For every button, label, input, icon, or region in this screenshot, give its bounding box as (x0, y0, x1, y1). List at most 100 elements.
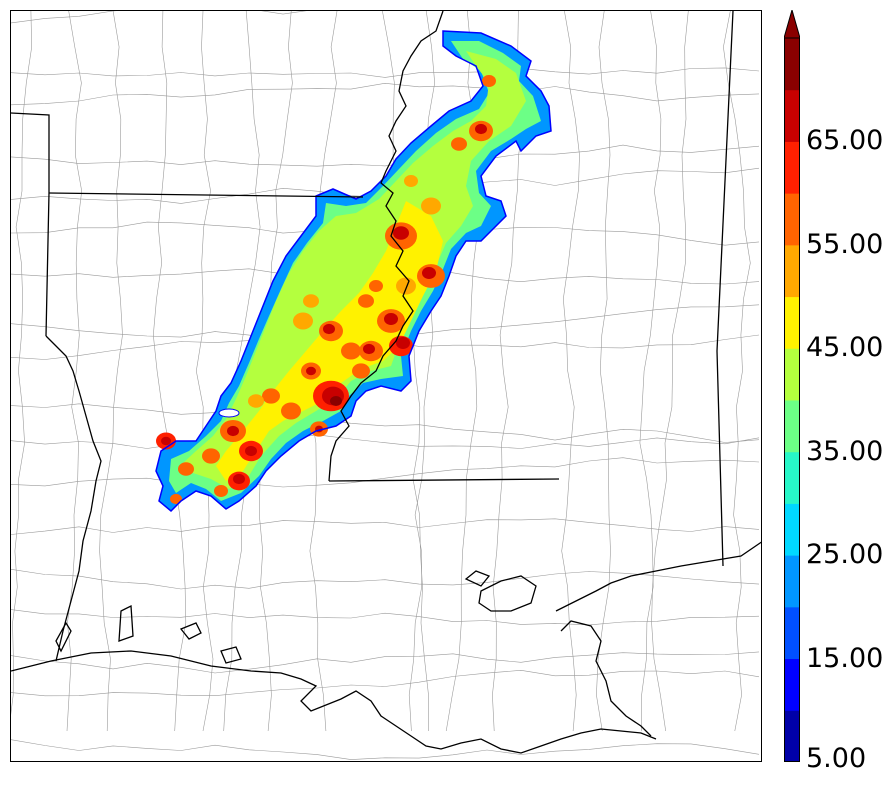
reflectivity-cell (303, 294, 319, 308)
county-line (152, 11, 187, 732)
colorbar-segment (784, 38, 800, 91)
county-line (195, 11, 214, 732)
county-line (561, 11, 580, 732)
reflectivity-core (233, 473, 245, 485)
colorbar-segment (784, 451, 800, 504)
reflectivity-cell (170, 493, 182, 505)
county-line (11, 144, 760, 167)
colorbar-outline (784, 37, 800, 762)
reflectivity-cell (421, 197, 441, 215)
reflectivity-core (161, 436, 171, 446)
reflectivity-cell (352, 363, 370, 379)
county-line (66, 11, 83, 732)
map-canvas (11, 11, 761, 760)
colorbar-segment (784, 193, 800, 246)
bay-2 (220, 646, 242, 664)
reflectivity-core (306, 366, 316, 376)
county-line (651, 11, 689, 732)
reflectivity-core (323, 323, 335, 335)
gulf-coastline (11, 650, 657, 754)
county-line (723, 11, 751, 732)
reflectivity-core (227, 425, 239, 437)
reflectivity-cell (341, 342, 361, 360)
reflectivity-core (384, 313, 398, 325)
reflectivity-map (10, 10, 762, 762)
county-line (11, 82, 760, 106)
reflectivity-core (245, 445, 257, 457)
colorbar-segment (784, 503, 800, 556)
county-line (11, 569, 760, 590)
reflectivity-cell (482, 75, 496, 87)
storm-edge-15dbz (155, 30, 552, 513)
island-1 (118, 604, 134, 642)
county-line (11, 67, 760, 78)
gulf-coastline-east (555, 541, 761, 612)
reflectivity-cell (293, 312, 313, 330)
county-line (11, 457, 760, 488)
reflectivity-core (475, 123, 487, 135)
reflectivity-cell (451, 137, 467, 151)
reflectivity-gap (218, 408, 240, 418)
county-line (408, 11, 436, 732)
colorbar-tick-label: 5.00 (806, 743, 867, 774)
colorbar-segment (784, 555, 800, 608)
colorbar-segment (784, 606, 800, 660)
colorbar-segment (784, 348, 800, 401)
colorbar-segment (784, 400, 800, 453)
reflectivity-cell (262, 388, 280, 404)
colorbar-tick-label: 25.00 (806, 539, 884, 571)
reflectivity-cell (281, 402, 301, 420)
reflectivity-cell (396, 277, 416, 295)
colorbar-tick-label: 55.00 (806, 228, 884, 260)
arkansas-west-border (11, 112, 50, 337)
colorbar-segment (784, 296, 800, 349)
reflectivity-cell (248, 394, 264, 408)
storm-band-40 (183, 51, 526, 489)
county-line (382, 11, 429, 731)
county-line (11, 11, 307, 24)
reflectivity-cell (369, 280, 383, 292)
island-2 (55, 621, 72, 653)
bay-1 (179, 622, 202, 640)
mississippi-river-border (328, 11, 444, 482)
county-line (639, 11, 662, 732)
colorbar-segment (784, 244, 800, 298)
county-line (11, 403, 760, 443)
state-borders (11, 11, 761, 754)
colorbar-segment (784, 89, 800, 142)
reflectivity-cell (404, 175, 418, 187)
storm-reflectivity-field (155, 30, 552, 513)
reflectivity-core-max (330, 396, 342, 406)
colorbar-tick-label: 45.00 (806, 332, 884, 364)
county-line (11, 609, 760, 626)
arkansas-north-border (48, 192, 364, 198)
county-line (11, 11, 33, 716)
reflectivity-cell (214, 485, 228, 497)
reflectivity-cell (202, 448, 220, 464)
colorbar-tick-label: 35.00 (806, 435, 884, 467)
mississippi-east-border (716, 11, 734, 567)
louisiana-west-border (45, 335, 102, 662)
county-line (11, 669, 760, 697)
county-line (99, 11, 123, 732)
reflectivity-core (422, 267, 436, 279)
colorbar-segment (784, 658, 800, 711)
reflectivity-cell (358, 294, 374, 308)
colorbar-tick-label: 15.00 (806, 642, 884, 674)
county-line (11, 434, 760, 449)
colorbar-segment (784, 141, 800, 194)
reflectivity-core (363, 343, 375, 355)
reflectivity-colorbar (784, 10, 800, 762)
reflectivity-cell (178, 462, 194, 476)
colorbar-extend-arrow (784, 10, 800, 39)
county-line (11, 518, 760, 535)
colorbar-tick-label: 65.00 (806, 125, 884, 157)
lake-maurepas (464, 570, 491, 587)
county-line (11, 651, 760, 674)
county-line (11, 739, 760, 760)
louisiana-north-border (328, 478, 560, 482)
county-line (596, 11, 611, 732)
lake-pontchartrain (478, 575, 537, 612)
reflectivity-core (396, 337, 410, 349)
colorbar-segment (784, 710, 800, 762)
